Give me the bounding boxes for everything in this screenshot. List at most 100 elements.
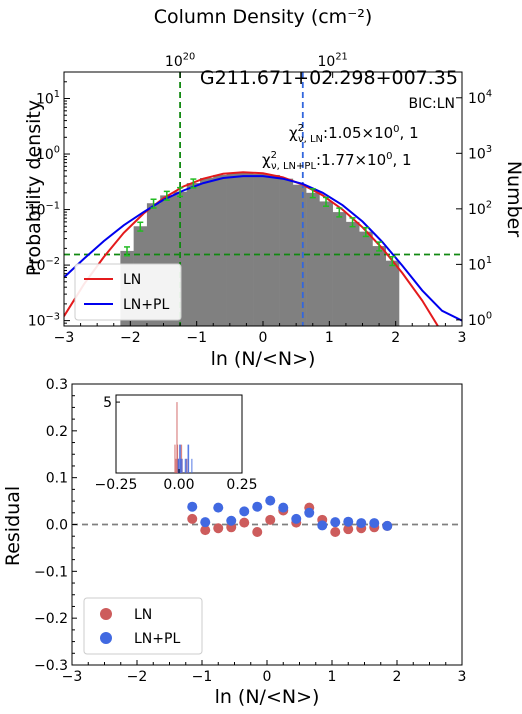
pdf-legend: LN LN+PL	[74, 263, 182, 321]
x-tick-label: 2	[393, 669, 402, 685]
right-tick-label: 100	[468, 311, 492, 329]
histogram-bar	[213, 174, 227, 326]
inset-x-tick-label: 0.00	[163, 477, 194, 493]
histogram-bar	[226, 173, 241, 326]
residual-inset: −0.25 0.00 0.25 5	[95, 394, 258, 493]
pdf-y-axis-label: Probability density	[23, 100, 45, 276]
legend-marker	[100, 632, 112, 644]
residual-plot-area	[72, 495, 462, 537]
histogram-bar	[239, 172, 254, 326]
residual-point-ln-pl	[382, 520, 393, 531]
inset-bar-ln-pl	[179, 444, 181, 473]
fit-curve-ln-pl	[64, 175, 462, 322]
residual-point-ln-pl	[356, 518, 367, 529]
y-tick-label: −0.2	[34, 611, 68, 627]
residual-point-ln-pl	[187, 501, 198, 512]
top-tick-label: 1021	[318, 52, 348, 70]
residual-point-ln	[213, 523, 224, 534]
x-tick-label: 1	[328, 669, 337, 685]
residual-point-ln-pl	[330, 517, 341, 528]
legend-label: LN	[123, 272, 141, 288]
inset-bar-ln-pl	[184, 458, 186, 473]
histogram-bar	[186, 183, 201, 326]
right-tick-label: 101	[468, 255, 492, 273]
residual-legend: LN LN+PL	[83, 597, 203, 655]
x-tick-label: −3	[62, 669, 83, 685]
residual-panel: −3 −2 −1 0 1 2 3 0.3 0.2 0.1 0.0 −0.1 −0.2 −0.3 Resid…	[2, 377, 466, 708]
inset-ticks: −0.25 0.00 0.25 5	[95, 395, 258, 493]
y-tick-label: −0.3	[34, 658, 68, 674]
pdf-ticks: −3 −2 −1 0 1 2 3 10−3 10−2 10−1 100 101 100 101 102 103…	[28, 52, 492, 346]
histogram-bar	[345, 221, 360, 326]
histogram-bar	[266, 174, 280, 326]
inset-bar-ln	[176, 444, 179, 473]
inset-bar-ln-pl	[187, 444, 190, 473]
residual-point-ln	[200, 525, 211, 536]
fit-curve-ln	[64, 171, 440, 326]
x-tick-label: 1	[325, 330, 334, 346]
histogram-bar	[306, 192, 320, 326]
residual-point-ln	[239, 517, 250, 528]
y-tick-label: 10−1	[28, 200, 60, 218]
legend-label: LN	[134, 607, 152, 623]
y-tick-label: −0.1	[34, 564, 68, 580]
histogram-bar	[385, 260, 400, 326]
pdf-panel: −3 −2 −1 0 1 2 3 10−3 10−2 10−1 100 101 100 101 102 103…	[23, 6, 522, 370]
right-tick-label: 102	[468, 200, 492, 218]
right-tick-label: 103	[468, 144, 492, 162]
inset-bar-ln-pl	[191, 458, 193, 473]
x-tick-label: −1	[192, 669, 213, 685]
residual-point-ln-pl	[200, 517, 211, 528]
y-tick-label: 0.2	[46, 424, 68, 440]
legend-label: LN+PL	[134, 631, 180, 647]
pdf-right-axis-label: Number	[503, 161, 522, 238]
pdf-x-axis-label: ln (N/<N>)	[211, 348, 316, 370]
inset-y-tick-label: 5	[103, 395, 112, 411]
residual-point-ln-pl	[226, 515, 237, 526]
top-axis-label: Column Density (cm⁻²)	[154, 6, 373, 28]
y-tick-label: 0.3	[46, 377, 68, 393]
residual-point-ln	[343, 524, 354, 535]
x-tick-label: 3	[458, 669, 467, 685]
histogram-bar	[199, 178, 214, 326]
pdf-plot-area	[64, 72, 462, 326]
x-tick-label: 2	[391, 330, 400, 346]
legend-label: LN+PL	[123, 297, 169, 313]
inset-bar-ln	[174, 444, 176, 473]
y-tick-label: 101	[36, 89, 60, 107]
residual-x-axis-label: ln (N/<N>)	[215, 686, 320, 708]
histogram-bar	[253, 173, 267, 326]
inset-plot-area	[174, 402, 193, 473]
x-tick-label: −3	[54, 330, 75, 346]
residual-point-ln-pl	[343, 516, 354, 527]
chi-square-lnpl: χ2 ν, LN+PL:1.77×100, 1	[262, 150, 412, 172]
chart-title: G211.671+02.298+007.35	[200, 67, 458, 89]
y-tick-label: 0.1	[46, 471, 68, 487]
legend-box	[83, 597, 203, 655]
histogram-bar	[372, 246, 387, 326]
residual-point-ln-pl	[369, 518, 380, 529]
inset-bar-ln	[176, 402, 178, 473]
y-tick-label: 0.0	[46, 518, 68, 534]
right-tick-label: 104	[468, 88, 492, 106]
residual-point-ln	[330, 526, 341, 537]
y-tick-label: 100	[36, 145, 60, 163]
chi-square-ln: χ2 ν, LN:1.05×100, 1	[289, 123, 419, 145]
inset-bar-ln	[175, 458, 177, 473]
x-tick-label: 0	[259, 330, 268, 346]
residual-ticks: −3 −2 −1 0 1 2 3 0.3 0.2 0.1 0.0 −0.1 −0.2 −0.3	[34, 377, 466, 685]
residual-point-ln-pl	[304, 507, 315, 518]
residual-point-ln	[187, 513, 198, 524]
x-tick-label: −2	[120, 330, 141, 346]
y-tick-label: 10−3	[28, 311, 60, 329]
histogram-bar	[319, 201, 333, 326]
residual-point-ln	[265, 514, 276, 525]
inset-x-tick-label: −0.25	[95, 477, 138, 493]
inset-bar-ln-pl	[180, 458, 182, 473]
x-tick-label: 3	[458, 330, 467, 346]
legend-marker	[100, 608, 112, 620]
inset-x-tick-label: 0.25	[226, 477, 257, 493]
top-tick-label: 1020	[165, 52, 195, 70]
x-tick-label: −2	[127, 669, 148, 685]
